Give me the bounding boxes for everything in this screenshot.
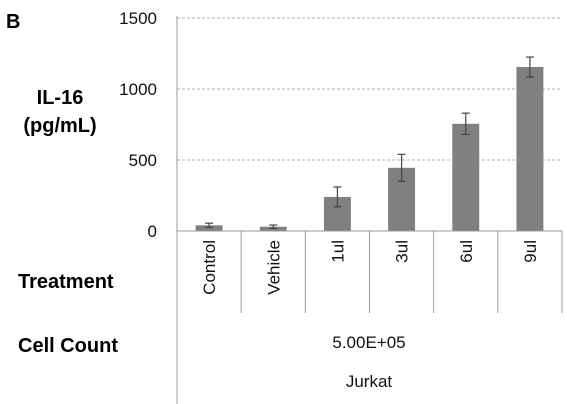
panel-label: B xyxy=(6,11,20,33)
y-axis-title-line-2: (pg/mL) xyxy=(23,115,96,137)
bar xyxy=(516,66,544,232)
category-labels: Control Vehicle 1ul 3ul 6ul 9ul xyxy=(200,240,540,295)
cell-count-value: 5.00E+05 xyxy=(332,333,405,352)
y-tick-label: 0 xyxy=(148,222,157,241)
treatment-row-title: Treatment xyxy=(18,271,114,293)
y-tick-label: 1500 xyxy=(119,9,157,28)
category-table-lines xyxy=(240,231,563,313)
category-label: 6ul xyxy=(457,240,476,263)
bars xyxy=(195,66,544,232)
y-tick-label: 1000 xyxy=(119,80,157,99)
bar xyxy=(452,123,480,231)
y-axis-title-line-1: IL-16 xyxy=(37,87,84,109)
gridlines xyxy=(177,17,562,161)
category-label: 1ul xyxy=(328,240,347,263)
category-label: Vehicle xyxy=(264,240,283,295)
category-label: Control xyxy=(200,240,219,295)
category-label: 9ul xyxy=(521,240,540,263)
category-label: 3ul xyxy=(393,240,412,263)
error-bars xyxy=(205,56,534,230)
bar xyxy=(195,225,223,231)
y-tick-label: 500 xyxy=(129,151,157,170)
y-tick-labels: 0 500 1000 1500 xyxy=(119,9,157,241)
cell-line-label: Jurkat xyxy=(346,372,393,391)
cell-count-row-title: Cell Count xyxy=(18,335,118,357)
